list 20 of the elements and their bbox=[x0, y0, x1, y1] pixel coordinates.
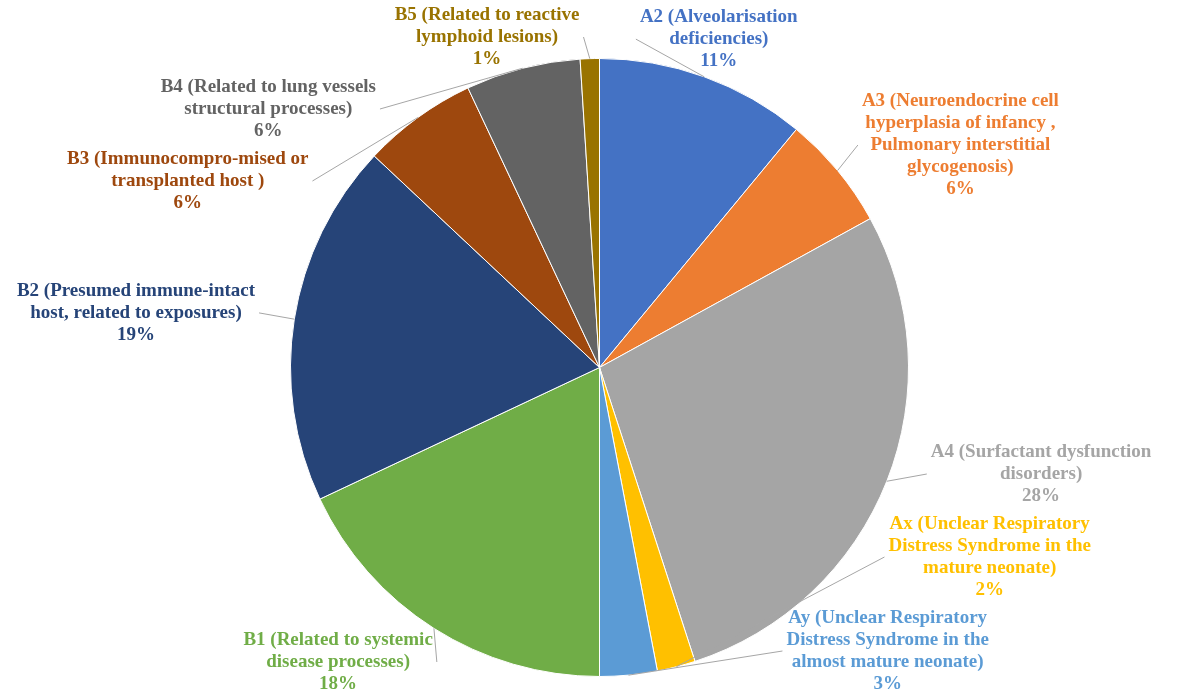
slice-label: B3 (Immunocompro-mised or transplanted host ) bbox=[67, 146, 310, 191]
data-label: 6% bbox=[946, 176, 975, 198]
data-label: 2% bbox=[975, 577, 1004, 599]
slice-label: A4 (Surfactant dysfunction disorders) bbox=[930, 439, 1152, 484]
data-label: 18% bbox=[319, 671, 358, 693]
slice-label: B2 (Presumed immune-intact host, related to exposures) bbox=[16, 278, 256, 323]
data-label: 1% bbox=[472, 46, 502, 68]
slice-label: A3 (Neuroendocrine cell hyperplasia of infancy , Pulmonary interstitial glycogenosis) bbox=[861, 88, 1059, 177]
data-label: 11% bbox=[700, 49, 738, 71]
data-label: 3% bbox=[873, 671, 902, 693]
data-label: 19% bbox=[116, 322, 155, 344]
slice-label: Ay (Unclear Respiratory Distress Syndrome in the almost mature neonate) bbox=[786, 605, 989, 672]
slice-label: B1 (Related to systemic disease processes) bbox=[243, 627, 433, 672]
slice-label: B5 (Related to reactive lymphoid lesions) bbox=[394, 2, 580, 47]
data-label: 28% bbox=[1022, 483, 1061, 505]
slice-label: Ax (Unclear Respiratory Distress Syndrome in the mature neonate) bbox=[888, 511, 1091, 578]
data-label: 6% bbox=[254, 118, 283, 140]
slice-label: A2 (Alveolarisation deficiencies) bbox=[639, 5, 799, 50]
data-label: 6% bbox=[173, 190, 203, 212]
slice-label: B4 (Related to lung vessels structural processes) bbox=[160, 74, 376, 119]
